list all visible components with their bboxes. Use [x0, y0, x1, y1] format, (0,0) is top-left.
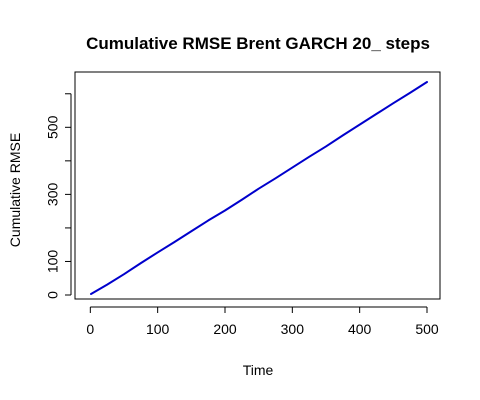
y-tick-label: 100 [45, 250, 61, 274]
x-axis-label: Time [243, 362, 274, 378]
y-tick-label: 300 [45, 182, 61, 206]
x-axis: 0 100 200 300 400 500 [86, 306, 439, 337]
plot-box [74, 71, 441, 300]
x-tick-label: 400 [348, 321, 372, 337]
x-tick-label: 500 [415, 321, 439, 337]
x-tick-label: 0 [86, 321, 94, 337]
y-axis-label: Cumulative RMSE [7, 133, 23, 247]
y-tick-label: 0 [45, 291, 61, 299]
y-axis: 0 100 300 500 [45, 93, 72, 299]
x-tick-label: 200 [213, 321, 237, 337]
x-tick-label: 100 [146, 321, 170, 337]
series-line-cumulative-rmse [90, 81, 428, 295]
x-tick-label: 300 [281, 321, 305, 337]
chart-title: Cumulative RMSE Brent GARCH 20_ steps [86, 34, 430, 53]
y-tick-label: 500 [45, 115, 61, 139]
